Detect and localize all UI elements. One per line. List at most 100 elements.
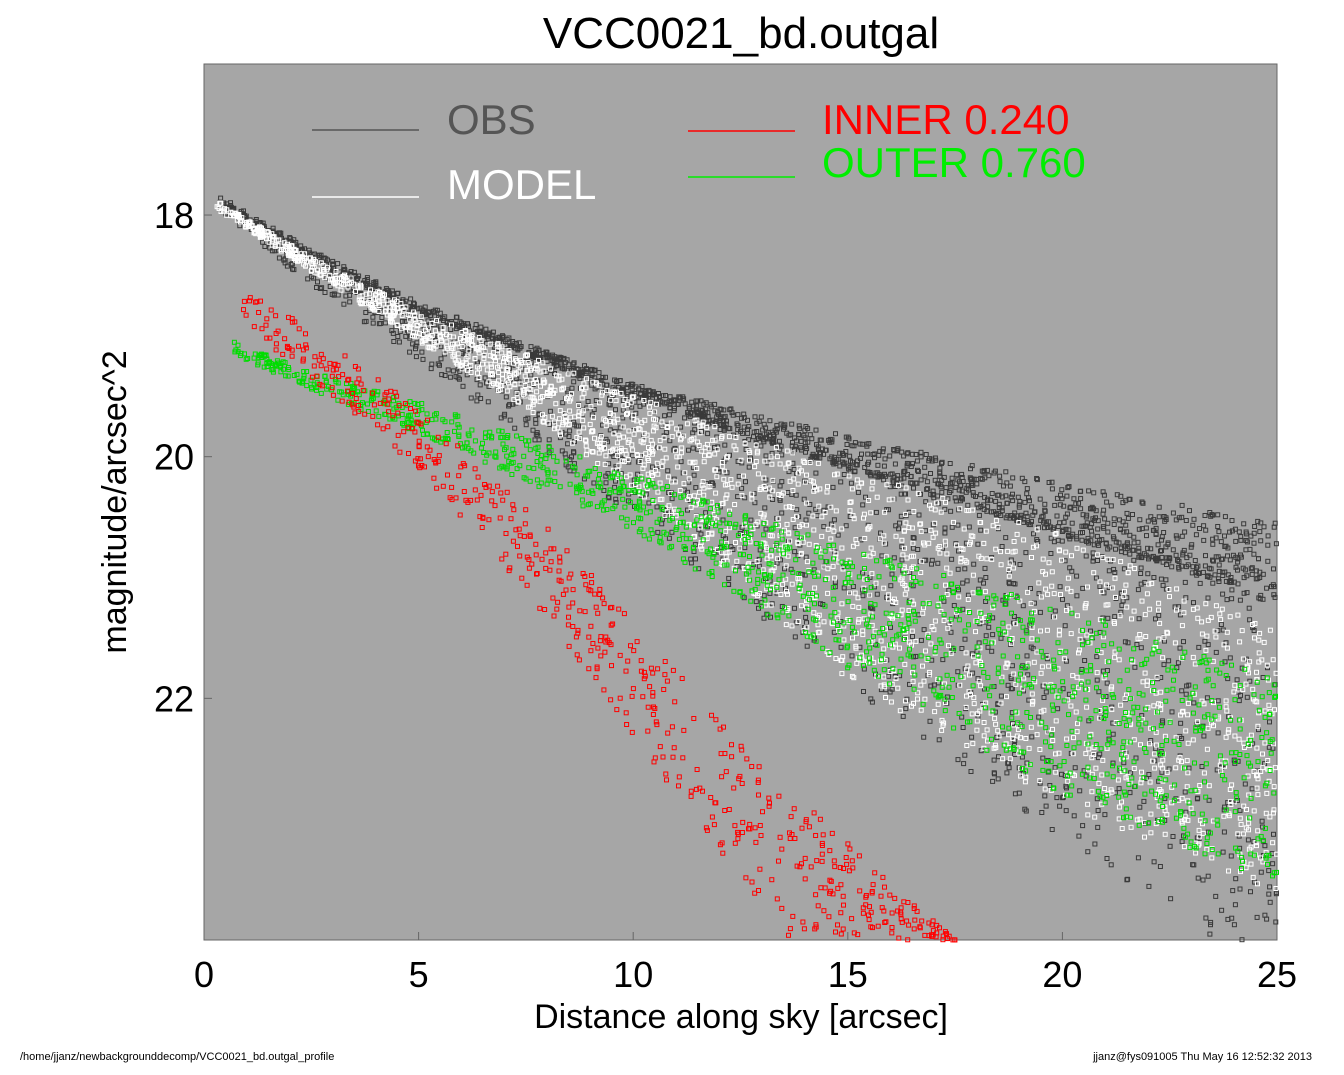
obs-point xyxy=(1080,530,1085,535)
obs-point xyxy=(956,507,962,513)
obs-point xyxy=(1247,678,1253,684)
obs-point xyxy=(1213,649,1219,655)
obs-point xyxy=(769,601,775,607)
obs-point xyxy=(1159,537,1164,543)
obs-point xyxy=(1216,579,1222,584)
obs-point xyxy=(1080,823,1086,829)
obs-point xyxy=(1170,510,1176,516)
obs-point xyxy=(978,527,984,533)
obs-point xyxy=(1024,514,1030,520)
obs-point xyxy=(1094,654,1100,660)
obs-point xyxy=(758,443,764,449)
obs-point xyxy=(792,435,798,441)
obs-point xyxy=(1245,837,1251,843)
obs-point xyxy=(1175,660,1181,666)
obs-point xyxy=(1010,475,1016,481)
obs-point xyxy=(937,470,943,476)
obs-point xyxy=(1258,520,1264,526)
obs-point xyxy=(1235,567,1240,573)
obs-point xyxy=(1124,510,1130,516)
obs-point xyxy=(848,480,854,486)
obs-point xyxy=(1249,786,1255,792)
obs-point xyxy=(914,458,920,464)
obs-point xyxy=(940,657,946,663)
obs-point xyxy=(408,296,414,302)
obs-point xyxy=(786,432,792,438)
obs-point xyxy=(418,319,424,324)
obs-point xyxy=(1043,521,1049,527)
obs-point xyxy=(1159,554,1165,560)
obs-point xyxy=(1065,485,1071,491)
obs-point xyxy=(610,392,616,398)
obs-point xyxy=(922,557,928,563)
obs-point xyxy=(1182,529,1188,535)
obs-point xyxy=(486,383,492,389)
obs-point xyxy=(886,673,892,679)
obs-point xyxy=(630,381,636,387)
obs-point xyxy=(1057,803,1063,809)
obs-point xyxy=(1020,603,1026,609)
obs-point xyxy=(887,453,893,459)
obs-point xyxy=(1074,536,1080,542)
obs-point xyxy=(946,490,952,495)
obs-point xyxy=(983,575,989,580)
obs-point xyxy=(1051,525,1057,531)
obs-point xyxy=(1077,488,1083,494)
obs-point xyxy=(721,407,727,413)
obs-point xyxy=(1156,514,1162,520)
obs-point xyxy=(1022,499,1028,505)
obs-point xyxy=(1076,833,1082,839)
obs-point xyxy=(982,565,988,571)
obs-point xyxy=(676,394,682,400)
obs-point xyxy=(553,363,559,369)
obs-point xyxy=(986,473,992,479)
obs-point xyxy=(696,566,702,572)
obs-point xyxy=(1111,516,1117,522)
obs-point xyxy=(607,427,613,433)
obs-point xyxy=(1156,504,1162,510)
obs-point xyxy=(968,769,974,774)
obs-point xyxy=(991,757,997,763)
obs-point xyxy=(896,526,902,532)
obs-point xyxy=(457,376,462,382)
obs-point xyxy=(1212,572,1218,578)
obs-point xyxy=(813,506,819,512)
obs-point xyxy=(607,402,613,408)
obs-point xyxy=(802,478,808,484)
obs-point xyxy=(1076,500,1081,506)
obs-point xyxy=(955,669,961,675)
obs-point xyxy=(796,423,802,429)
obs-point xyxy=(1135,539,1141,545)
obs-point xyxy=(1273,541,1279,547)
obs-point xyxy=(1052,608,1058,614)
obs-point xyxy=(1151,859,1157,865)
obs-point xyxy=(1100,489,1106,495)
obs-point xyxy=(663,514,669,519)
obs-point xyxy=(989,648,995,654)
obs-point xyxy=(1117,517,1122,523)
obs-point xyxy=(413,354,419,360)
obs-point xyxy=(1176,566,1182,572)
obs-point xyxy=(1105,615,1111,621)
obs-point xyxy=(962,636,968,642)
obs-point xyxy=(1042,507,1048,513)
obs-point xyxy=(1093,515,1098,521)
obs-point xyxy=(1222,569,1228,575)
obs-point xyxy=(777,438,782,444)
obs-point xyxy=(1210,558,1216,564)
obs-point xyxy=(1103,541,1109,547)
obs-point xyxy=(528,344,534,350)
obs-point xyxy=(1054,795,1060,801)
obs-point xyxy=(1003,515,1009,521)
obs-point xyxy=(1060,596,1065,602)
obs-point xyxy=(1218,622,1224,627)
obs-point xyxy=(1183,564,1189,570)
obs-point xyxy=(1119,549,1125,555)
obs-point xyxy=(831,517,837,523)
obs-point xyxy=(860,593,866,599)
obs-point xyxy=(873,470,879,476)
data-points xyxy=(214,195,1280,943)
obs-point xyxy=(1160,582,1166,588)
obs-point xyxy=(1232,902,1238,908)
obs-point xyxy=(1233,554,1239,560)
